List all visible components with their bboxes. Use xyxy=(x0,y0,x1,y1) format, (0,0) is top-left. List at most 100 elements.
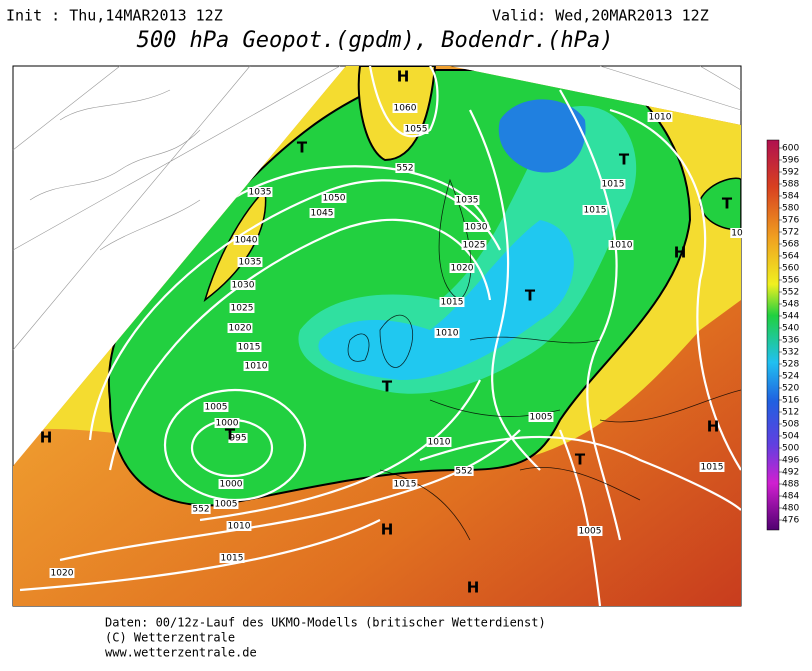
isobar-label: 1040 xyxy=(235,236,258,246)
colorbar-label: 500 xyxy=(782,444,799,454)
label-box xyxy=(191,504,211,514)
label-box xyxy=(449,263,475,273)
isobar-label: 1045 xyxy=(311,209,334,219)
pressure-system: H xyxy=(381,521,394,539)
pressure-system: T xyxy=(575,451,586,469)
isobar-label: 1030 xyxy=(232,281,255,291)
colorbar-label: 588 xyxy=(782,180,799,190)
label-box xyxy=(582,205,608,215)
colorbar-label: 524 xyxy=(782,372,799,382)
isobar-label: 1030 xyxy=(465,223,488,233)
colorbar-label: 488 xyxy=(782,480,799,490)
isobar-label: 1005 xyxy=(205,403,228,413)
label-box xyxy=(395,163,415,173)
label-box xyxy=(434,328,460,338)
isobar-label: 1035 xyxy=(249,188,272,198)
label-box xyxy=(203,402,229,412)
label-box xyxy=(218,479,244,489)
label-box xyxy=(426,437,452,447)
isobar-label: 1005 xyxy=(530,413,553,423)
colorbar-label: 560 xyxy=(782,264,799,274)
label-box xyxy=(321,193,347,203)
isobar-label: 1005 xyxy=(579,527,602,537)
isobar-label: 1050 xyxy=(323,194,346,204)
colorbar-label: 548 xyxy=(782,300,799,310)
colorbar-label: 504 xyxy=(782,432,799,442)
colorbar-label: 592 xyxy=(782,168,799,178)
isobar-label: 1025 xyxy=(463,241,486,251)
label-box xyxy=(230,280,256,290)
footer-line: www.wetterzentrale.de xyxy=(105,646,257,660)
label-box xyxy=(219,553,245,563)
colorbar-label: 544 xyxy=(782,312,799,322)
label-box xyxy=(577,526,603,536)
label-box xyxy=(392,103,418,113)
label-box xyxy=(213,499,239,509)
label-box xyxy=(237,257,263,267)
isobar-label: 1015 xyxy=(602,180,625,190)
label-box xyxy=(309,208,335,218)
isobar-label: 1015 xyxy=(221,554,244,564)
isobar-label: 1060 xyxy=(394,104,417,114)
label-box xyxy=(392,479,418,489)
pressure-system: H xyxy=(707,418,720,436)
label-box xyxy=(439,297,465,307)
label-box xyxy=(229,303,255,313)
colorbar-label: 512 xyxy=(782,408,799,418)
isobar-label: 1035 xyxy=(456,196,479,206)
isobar-label: 1010 xyxy=(610,241,633,251)
label-box xyxy=(730,228,744,238)
isobar-label: 1000 xyxy=(216,419,239,429)
isobar-label: 1055 xyxy=(405,125,428,135)
valid-time: Valid: Wed,20MAR2013 12Z xyxy=(492,7,709,25)
label-box xyxy=(233,235,259,245)
isobar-label: 1015 xyxy=(701,463,724,473)
isobar-label: 552 xyxy=(455,467,472,477)
colorbar-label: 516 xyxy=(782,396,799,406)
label-box xyxy=(226,521,252,531)
isobar-label: 1015 xyxy=(441,298,464,308)
colorbar-label: 536 xyxy=(782,336,799,346)
pressure-system: T xyxy=(382,378,393,396)
isobar-label: 552 xyxy=(192,505,209,515)
label-box xyxy=(528,412,554,422)
colorbar-label: 484 xyxy=(782,492,799,502)
label-box xyxy=(608,240,634,250)
colorbar xyxy=(766,139,780,531)
label-box xyxy=(403,124,429,134)
label-box xyxy=(243,361,269,371)
pressure-system: T xyxy=(722,195,733,213)
isobar-label: 10 xyxy=(731,229,743,239)
colorbar-label: 540 xyxy=(782,324,799,334)
colorbar-label: 496 xyxy=(782,456,799,466)
colorbar-label: 480 xyxy=(782,504,799,514)
label-box xyxy=(647,112,673,122)
colorbar-label: 556 xyxy=(782,276,799,286)
pressure-system: H xyxy=(674,244,687,262)
isobar-label: 1010 xyxy=(436,329,459,339)
pressure-system: H xyxy=(40,429,53,447)
label-box xyxy=(236,342,262,352)
colorbar-label: 492 xyxy=(782,468,799,478)
isobar-label: 1005 xyxy=(215,500,238,510)
footer-line: Daten: 00/12z-Lauf des UKMO-Modells (bri… xyxy=(105,616,546,630)
label-box xyxy=(49,568,75,578)
colorbar-label: 564 xyxy=(782,252,799,262)
isobar-label: 1010 xyxy=(649,113,672,123)
isobar-label: 1015 xyxy=(238,343,261,353)
colorbar-label: 528 xyxy=(782,360,799,370)
isobar-label: 1010 xyxy=(245,362,268,372)
pressure-system: T xyxy=(525,287,536,305)
isobar-label: 1010 xyxy=(228,522,251,532)
label-box xyxy=(228,433,248,443)
isobar-label: 552 xyxy=(396,164,413,174)
pressure-system: H xyxy=(397,68,410,86)
colorbar-label: 596 xyxy=(782,156,799,166)
colorbar-label: 508 xyxy=(782,420,799,430)
colorbar-label: 552 xyxy=(782,288,799,298)
isobar-label: 1020 xyxy=(229,324,252,334)
colorbar-label: 520 xyxy=(782,384,799,394)
label-box xyxy=(247,187,273,197)
